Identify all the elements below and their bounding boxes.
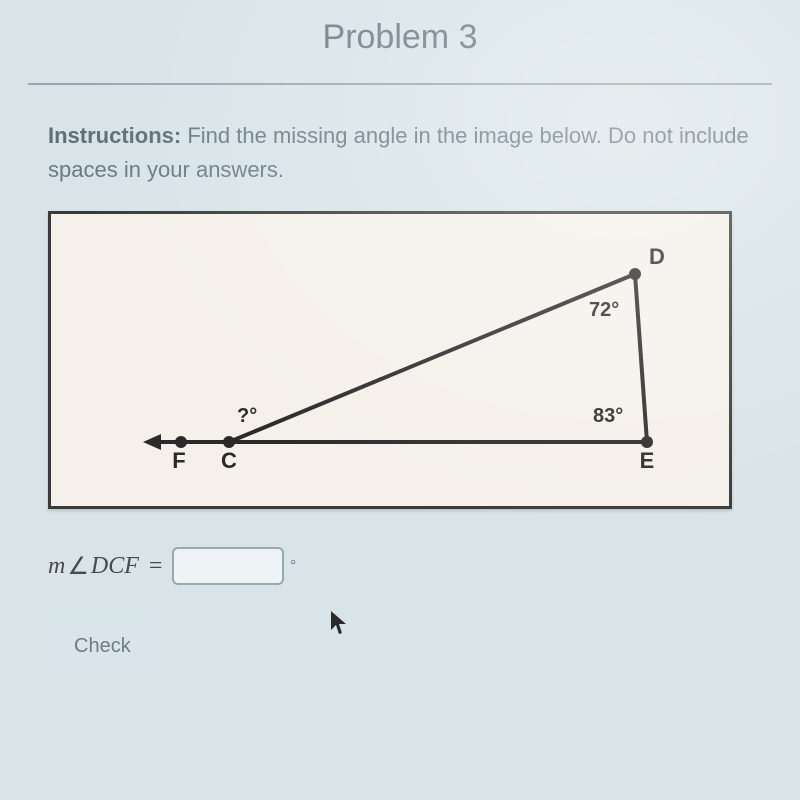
check-button[interactable]: Check xyxy=(48,621,157,672)
m-prefix: m xyxy=(48,553,65,580)
point-d xyxy=(629,268,641,280)
angle-answer-input[interactable] xyxy=(172,547,284,585)
label-e: E xyxy=(640,448,655,473)
point-c xyxy=(223,436,235,448)
seg-dc xyxy=(229,274,635,442)
figure-svg: D E F C ?° 72° 83° xyxy=(51,214,729,506)
label-unknown-angle: ?° xyxy=(237,405,257,427)
geometry-figure: D E F C ?° 72° 83° xyxy=(48,211,732,509)
point-f xyxy=(175,436,187,448)
angle-name: DCF xyxy=(91,553,139,580)
point-e xyxy=(641,436,653,448)
seg-ed xyxy=(635,274,647,442)
label-c: C xyxy=(221,448,237,473)
problem-page: Problem 3 Instructions: Find the missing… xyxy=(0,0,800,800)
cursor-icon xyxy=(330,610,348,636)
answer-row: m∠DCF = ° xyxy=(48,547,752,585)
instructions-label: Instructions: xyxy=(48,123,181,148)
label-d: D xyxy=(649,244,665,269)
label-angle-72: 72° xyxy=(589,299,619,321)
label-f: F xyxy=(172,448,185,473)
equals-sign: = xyxy=(149,553,163,580)
instructions: Instructions: Find the missing angle in … xyxy=(48,119,752,187)
label-angle-83: 83° xyxy=(593,405,623,427)
degree-symbol: ° xyxy=(290,558,296,574)
page-title: Problem 3 xyxy=(28,0,772,85)
angle-symbol-icon: ∠ xyxy=(67,552,89,581)
